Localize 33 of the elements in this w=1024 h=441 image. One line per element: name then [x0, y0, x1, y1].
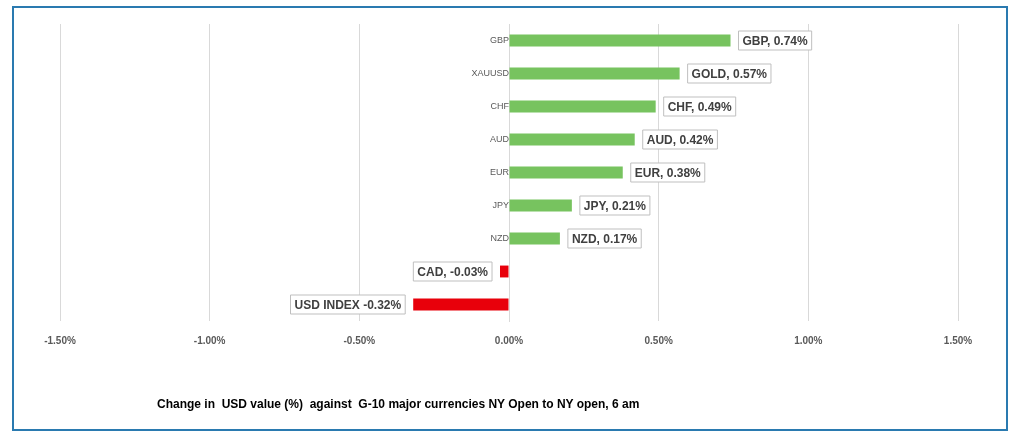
y-tick-label: CHF [490, 100, 510, 111]
y-tick-label: EUR [489, 166, 510, 177]
bar [509, 232, 560, 245]
data-label: USD INDEX -0.32% [294, 297, 402, 312]
x-tick-label: 1.50% [943, 334, 973, 346]
x-tick-label: 1.00% [794, 334, 823, 346]
y-tick-label: JPY [492, 199, 509, 210]
data-label: CHF, 0.49% [667, 99, 733, 114]
bar [509, 34, 731, 47]
bar [509, 67, 680, 80]
data-label: JPY, 0.21% [583, 198, 647, 213]
data-label: AUD, 0.42% [646, 132, 714, 147]
data-label: GOLD, 0.57% [691, 66, 768, 81]
bar [509, 133, 635, 146]
x-tick-label: -1.50% [44, 334, 76, 346]
bar [500, 265, 509, 278]
x-tick-label: -1.00% [193, 334, 226, 346]
y-tick-label: NZD [490, 232, 510, 243]
y-tick-label: AUD [489, 133, 510, 144]
y-tick-label: GBP [489, 34, 509, 45]
x-tick-label: 0.00% [494, 334, 524, 346]
y-tick-label: XAUUSD [471, 67, 510, 78]
data-label: EUR, 0.38% [634, 165, 702, 180]
bar [509, 199, 572, 212]
x-tick-label: 0.50% [644, 334, 673, 346]
data-label: CAD, -0.03% [417, 264, 489, 279]
data-label: GBP, 0.74% [742, 33, 808, 48]
text: Change in USD value (%) against G-10 major currencies NY Open to NY open, 6 am [157, 397, 640, 412]
bar [509, 166, 623, 179]
bar [509, 100, 656, 113]
data-label: NZD, 0.17% [571, 231, 638, 246]
bar [413, 298, 509, 311]
x-tick-label: -0.50% [343, 334, 376, 346]
